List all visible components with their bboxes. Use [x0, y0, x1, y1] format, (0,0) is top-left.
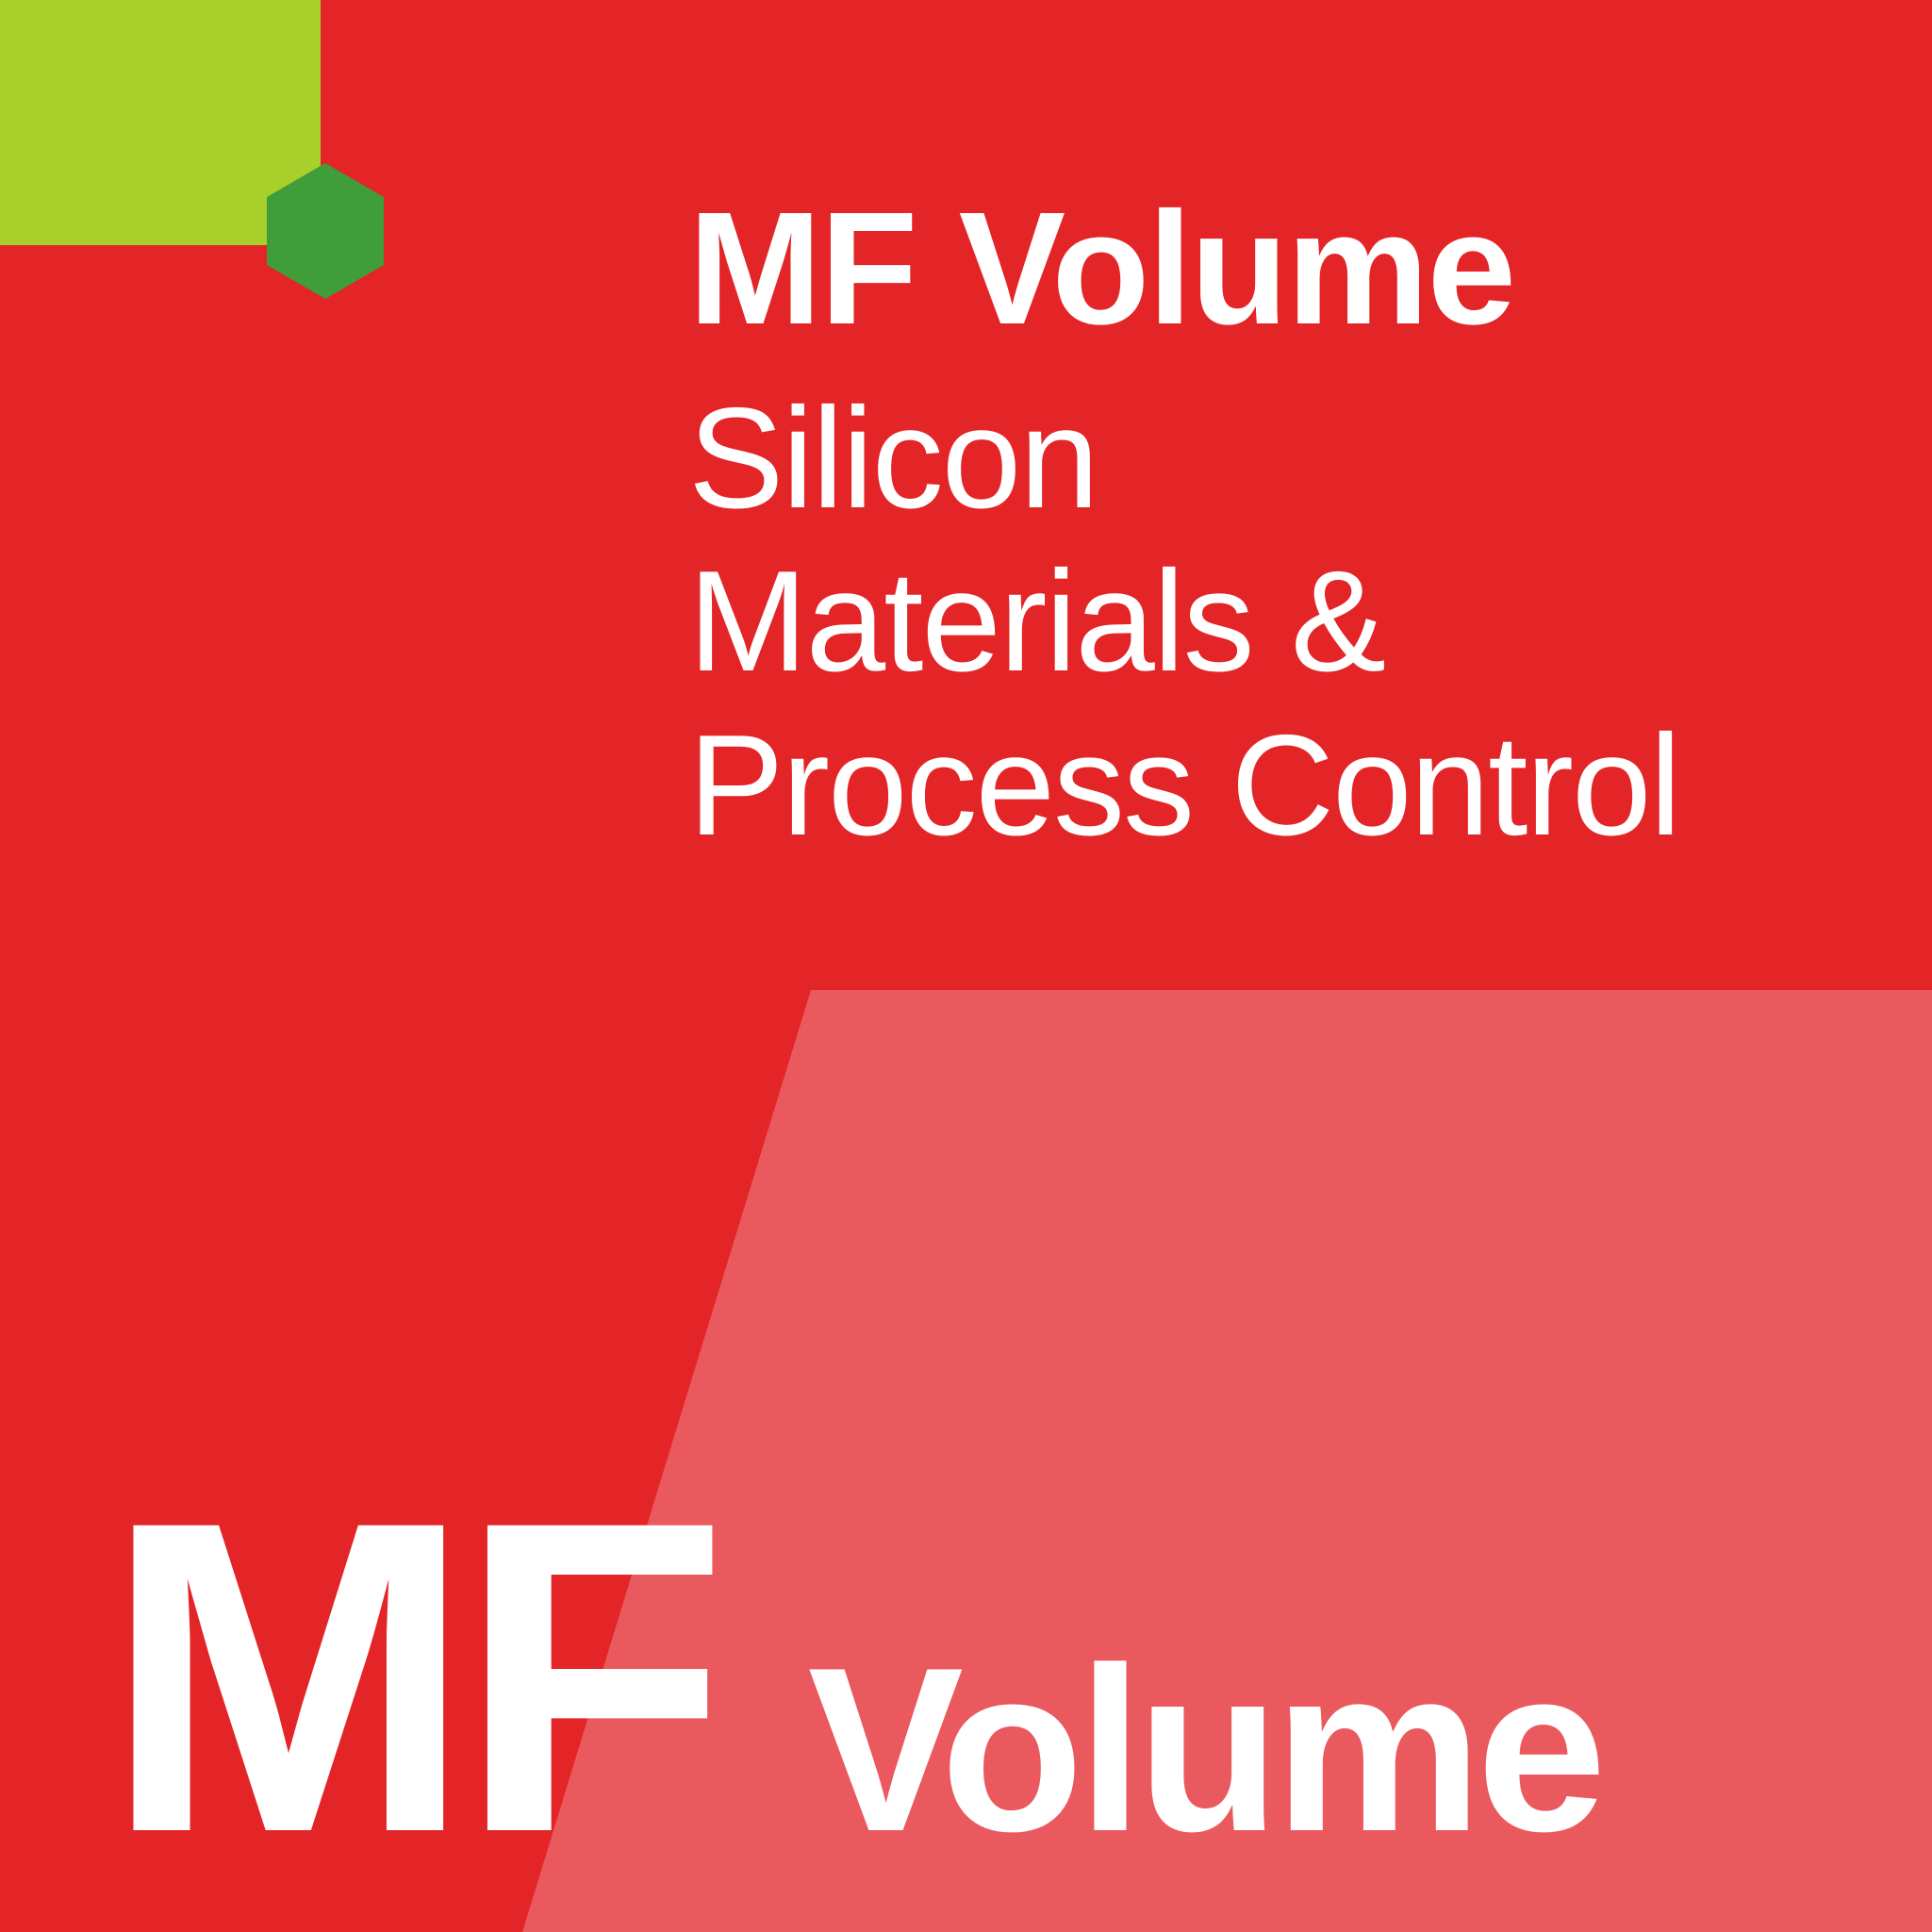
top-text-block: MF Volume Silicon Materials & Process Co…	[688, 189, 1679, 867]
bottom-vol: Volume	[808, 1632, 1601, 1866]
sub-line-1: Silicon	[688, 377, 1679, 540]
bottom-big: MF	[104, 1489, 714, 1866]
top-subtitle: Silicon Materials & Process Control	[688, 377, 1679, 867]
sub-line-2: Materials &	[688, 540, 1679, 703]
bottom-text-block: MF Volume	[104, 1489, 1601, 1866]
cover-canvas: MF Volume Silicon Materials & Process Co…	[0, 0, 1932, 1932]
sub-line-3: Process Control	[688, 704, 1679, 867]
top-title: MF Volume	[688, 189, 1679, 349]
